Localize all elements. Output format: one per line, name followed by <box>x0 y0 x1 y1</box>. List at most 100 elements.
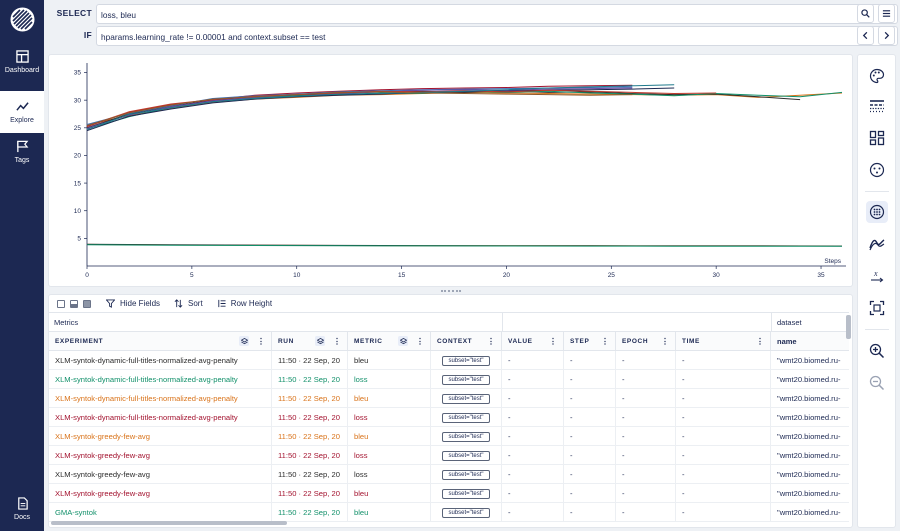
sidebar-item-explore[interactable]: Explore <box>0 91 44 133</box>
cell-context: subset="test" <box>431 370 502 389</box>
row-height-label: Row Height <box>230 299 273 308</box>
column-menu-icon[interactable]: ⋮ <box>333 337 341 346</box>
prev-button[interactable] <box>857 26 874 45</box>
row-height-button[interactable]: Row Height <box>217 299 272 308</box>
x-tick-label: 0 <box>85 272 89 279</box>
x-tick-label: 35 <box>817 272 825 279</box>
cell-epoch: - <box>616 351 676 370</box>
column-menu-icon[interactable]: ⋮ <box>416 337 424 346</box>
row-density-medium-button[interactable] <box>70 299 78 308</box>
group-by-experiment-button[interactable] <box>239 336 249 346</box>
sidebar-item-tags[interactable]: Tags <box>0 131 44 173</box>
table-row[interactable]: XLM-syntok-greedy-few-avg 11:50 · 22 Sep,… <box>49 427 849 446</box>
row-density-large-button[interactable] <box>83 299 91 308</box>
sidebar-item-docs[interactable]: Docs <box>0 488 44 530</box>
right-toolbar: x <box>857 54 896 528</box>
series-line[interactable] <box>86 84 675 130</box>
series-line[interactable] <box>86 91 633 127</box>
column-menu-icon[interactable]: ⋮ <box>661 337 669 346</box>
chart-panel[interactable]: 5 10 15 20 25 30 35 0 5 10 15 20 25 30 35 Steps <box>48 54 853 287</box>
cell-context: subset="test" <box>431 427 502 446</box>
cell-run: 11:50 · 22 Sep, 20 <box>272 389 348 408</box>
if-input[interactable]: hparams.learning_rate != 0.00001 and con… <box>96 26 898 46</box>
cell-context: subset="test" <box>431 389 502 408</box>
table-row[interactable]: XLM-syntok-greedy-few-avg 11:50 · 22 Sep,… <box>49 446 849 465</box>
col-step[interactable]: STEP ⋮ <box>564 332 616 351</box>
zoom-in-button[interactable] <box>866 340 888 362</box>
sort-icon <box>174 299 183 308</box>
search-button[interactable] <box>857 4 874 23</box>
table-row[interactable]: XLM-syntok-dynamic-full-titles-normalize… <box>49 351 849 370</box>
vertical-scrollbar[interactable] <box>846 315 851 339</box>
col-name[interactable]: name <box>771 332 849 351</box>
series-line[interactable] <box>86 87 633 129</box>
cell-context: subset="test" <box>431 351 502 370</box>
series-line[interactable] <box>86 90 843 130</box>
table-row[interactable]: XLM-syntok-dynamic-full-titles-normalize… <box>49 408 849 427</box>
horizontal-scrollbar[interactable] <box>51 521 287 525</box>
stroke-style-icon <box>870 100 884 113</box>
col-time[interactable]: TIME ⋮ <box>676 332 771 351</box>
aim-logo-icon[interactable] <box>10 7 35 32</box>
layers-icon <box>240 337 248 344</box>
col-experiment[interactable]: EXPERIMENT ⋮ <box>49 332 272 351</box>
column-menu-icon[interactable]: ⋮ <box>487 337 495 346</box>
next-button[interactable] <box>878 26 895 45</box>
highlight-mode-button[interactable] <box>866 201 888 223</box>
group-by-metric-button[interactable] <box>398 336 408 346</box>
color-palette-button[interactable] <box>866 65 888 87</box>
col-value[interactable]: VALUE ⋮ <box>502 332 564 351</box>
series-line[interactable] <box>86 89 717 127</box>
sidebar-item-label: Explore <box>10 117 34 124</box>
col-metric[interactable]: METRIC ⋮ <box>348 332 431 351</box>
column-menu-icon[interactable]: ⋮ <box>756 337 764 346</box>
y-tick-label: 25 <box>74 125 82 132</box>
cell-epoch: - <box>616 370 676 389</box>
zoom-out-button[interactable] <box>866 372 888 394</box>
context-badge: subset="test" <box>442 469 490 480</box>
col-run[interactable]: RUN ⋮ <box>272 332 348 351</box>
series-line[interactable] <box>86 87 675 132</box>
hide-fields-button[interactable]: Hide Fields <box>106 299 160 308</box>
col-epoch-label: EPOCH <box>622 338 649 345</box>
menu-icon <box>882 10 891 17</box>
zoom-fit-button[interactable] <box>866 297 888 319</box>
line-chart[interactable]: 5 10 15 20 25 30 35 0 5 10 15 20 25 30 35 Steps <box>49 55 854 288</box>
table-row[interactable]: GMA-syntok 11:50 · 22 Sep, 20 bleu subset="… <box>49 503 849 522</box>
aggregate-button[interactable] <box>866 159 888 181</box>
col-epoch[interactable]: EPOCH ⋮ <box>616 332 676 351</box>
table-row[interactable]: XLM-syntok-dynamic-full-titles-normalize… <box>49 389 849 408</box>
resize-handle[interactable] <box>48 287 853 294</box>
column-menu-icon[interactable]: ⋮ <box>549 337 557 346</box>
smoothing-button[interactable] <box>866 233 888 255</box>
cell-run: 11:50 · 22 Sep, 20 <box>272 370 348 389</box>
table-row[interactable]: XLM-syntok-dynamic-full-titles-normalize… <box>49 370 849 389</box>
cell-time: - <box>676 408 771 427</box>
group-by-run-button[interactable] <box>315 336 325 346</box>
x-tick-label: 5 <box>190 272 194 279</box>
cell-name: "wmt20.biomed.ru- <box>777 413 841 422</box>
series-line[interactable] <box>86 244 843 247</box>
col-context[interactable]: CONTEXT ⋮ <box>431 332 502 351</box>
series-line[interactable] <box>86 91 843 126</box>
table-row[interactable]: XLM-syntok-greedy-few-avg 11:50 · 22 Sep,… <box>49 465 849 484</box>
sort-button[interactable]: Sort <box>174 299 203 308</box>
series-line[interactable] <box>86 90 801 129</box>
chevron-right-icon <box>884 31 890 40</box>
cell-step: - <box>564 389 616 408</box>
column-menu-icon[interactable]: ⋮ <box>601 337 609 346</box>
select-input[interactable]: loss, bleu <box>96 4 898 24</box>
column-menu-icon[interactable]: ⋮ <box>257 337 265 346</box>
sidebar-item-dashboard[interactable]: Dashboard <box>0 41 44 83</box>
table-row[interactable]: XLM-syntok-greedy-few-avg 11:50 · 22 Sep,… <box>49 484 849 503</box>
select-label: SELECT <box>56 8 92 18</box>
cell-metric: loss <box>348 370 431 389</box>
stroke-style-button[interactable] <box>866 95 888 117</box>
menu-button[interactable] <box>878 4 895 23</box>
x-axis-button[interactable]: x <box>866 265 888 287</box>
row-density-compact-button[interactable] <box>57 299 65 308</box>
y-tick-label: 30 <box>74 97 82 104</box>
chart-grid-button[interactable] <box>866 127 888 149</box>
tags-icon <box>16 140 28 153</box>
